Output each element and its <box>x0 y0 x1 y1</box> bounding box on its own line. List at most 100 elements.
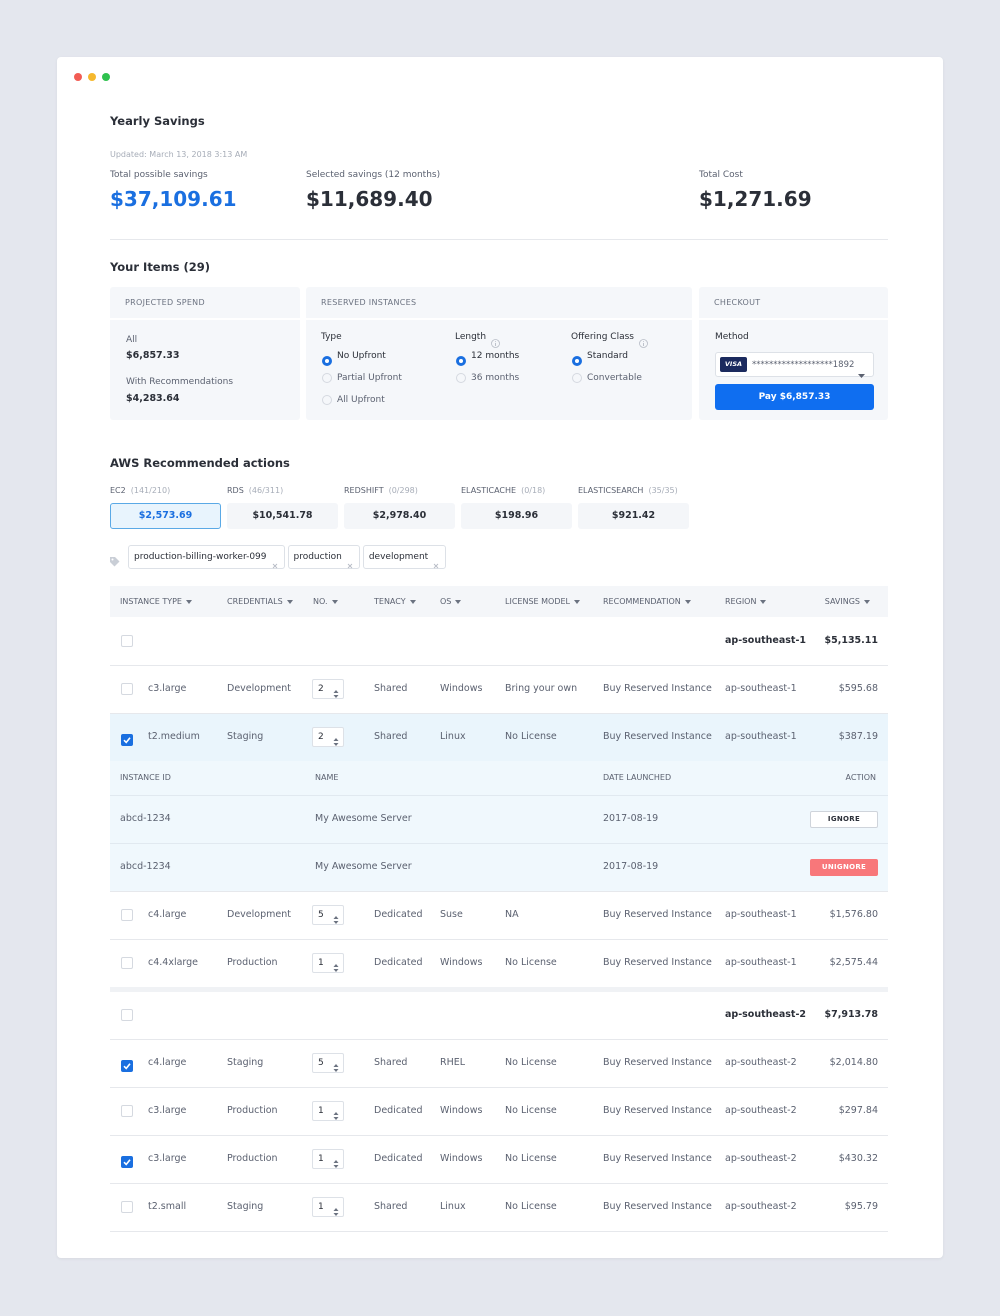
option-label[interactable]: Standard <box>587 351 628 361</box>
divider <box>110 318 300 320</box>
filter-chip[interactable] <box>362 545 447 569</box>
detail-cell: 2017-08-19 <box>603 813 659 824</box>
chip-remove-icon <box>347 563 353 569</box>
option-label[interactable]: Convertable <box>587 373 642 383</box>
cell: Production <box>227 1105 278 1116</box>
tab[interactable]: $198.96 <box>461 503 572 529</box>
quantity-input[interactable] <box>312 1197 344 1217</box>
window-close[interactable] <box>74 73 82 81</box>
cell: c4.large <box>148 1057 187 1068</box>
quantity-input[interactable] <box>312 1149 344 1169</box>
cell: Buy Reserved Instance <box>603 957 712 968</box>
quantity-input[interactable] <box>312 1053 344 1073</box>
spend-value: $4,283.64 <box>126 393 180 404</box>
chip-remove[interactable] <box>347 554 353 569</box>
spinner-arrows-icon <box>333 738 339 746</box>
quantity-input[interactable] <box>312 953 344 973</box>
tab[interactable]: $10,541.78 <box>227 503 338 529</box>
checkbox[interactable] <box>121 957 133 969</box>
column-header[interactable]: NO. <box>313 593 338 611</box>
option-label[interactable]: Partial Upfront <box>337 373 402 383</box>
quantity-input[interactable] <box>312 679 344 699</box>
checkbox[interactable] <box>121 683 133 695</box>
cell: No License <box>505 731 557 742</box>
detail-cell: My Awesome Server <box>315 813 412 824</box>
option-label[interactable]: 12 months <box>471 351 520 361</box>
column-header[interactable]: CREDENTIALS <box>227 593 293 611</box>
checkbox[interactable] <box>121 1105 133 1117</box>
checkbox[interactable] <box>121 1201 133 1213</box>
chip-remove[interactable] <box>433 554 439 569</box>
spinner-arrows-icon <box>333 1064 339 1072</box>
cell: No License <box>505 1105 557 1116</box>
cell: c4.4xlarge <box>148 957 199 968</box>
cell: Windows <box>440 957 483 968</box>
checkbox-checked[interactable] <box>121 731 133 746</box>
column-header[interactable]: LICENSE MODEL <box>505 593 580 611</box>
column-header[interactable]: REGION <box>725 593 766 611</box>
radio-selected[interactable] <box>456 351 466 366</box>
column-header[interactable]: OS <box>440 593 461 611</box>
select-caret <box>858 363 865 378</box>
tag-icon-icon <box>110 557 120 567</box>
unignore-button[interactable]: UNIGNORE <box>810 859 878 876</box>
radio-selected[interactable] <box>572 351 582 366</box>
detail-header: DATE LAUNCHED <box>603 773 672 782</box>
checkbox[interactable] <box>121 1009 133 1021</box>
cell: ap-southeast-2 <box>725 1201 797 1212</box>
tab-count: (35/35) <box>648 486 678 495</box>
quantity-input[interactable] <box>312 905 344 925</box>
cell: Shared <box>374 1057 408 1068</box>
tab-name: ELASTICSEARCH <box>578 486 644 495</box>
cell-savings: $2,014.80 <box>829 1057 878 1068</box>
cell: No License <box>505 957 557 968</box>
spinner-arrows-icon <box>333 1112 339 1120</box>
filter-chip[interactable] <box>287 545 360 569</box>
cell: Dedicated <box>374 1105 423 1116</box>
column-header[interactable]: TENACY <box>374 593 416 611</box>
cell: No License <box>505 1153 557 1164</box>
radio-selected-icon <box>456 356 466 366</box>
chip-remove[interactable] <box>272 554 278 569</box>
spinner-arrows <box>333 1058 339 1072</box>
tab-name: RDS <box>227 486 244 495</box>
column-header[interactable]: RECOMMENDATION <box>603 593 691 611</box>
cell: Shared <box>374 1201 408 1212</box>
divider <box>110 713 888 714</box>
quantity-input[interactable] <box>312 727 344 747</box>
checkbox-checked[interactable] <box>121 1153 133 1168</box>
filter-label: development <box>368 552 429 562</box>
tab-name: EC2 <box>110 486 126 495</box>
cell: ap-southeast-1 <box>725 683 797 694</box>
option-label[interactable]: 36 months <box>471 373 520 383</box>
pay-button[interactable]: Pay $6,857.33 <box>715 384 874 410</box>
radio[interactable] <box>322 373 332 383</box>
tab[interactable]: $921.42 <box>578 503 689 529</box>
tab[interactable]: $2,573.69 <box>110 503 221 529</box>
ignore-button[interactable]: IGNORE <box>810 811 878 828</box>
spend-label: All <box>126 335 138 345</box>
checkbox[interactable] <box>121 635 133 647</box>
window-maximize[interactable] <box>102 73 110 81</box>
checkbox-checked[interactable] <box>121 1057 133 1072</box>
quantity-value: 5 <box>318 1058 324 1068</box>
quantity-input[interactable] <box>312 1101 344 1121</box>
checkbox[interactable] <box>121 909 133 921</box>
column-header[interactable]: SAVINGS <box>825 593 870 611</box>
filter-chip[interactable] <box>128 545 285 569</box>
window-minimize[interactable] <box>88 73 96 81</box>
panel-header: RESERVED INSTANCES <box>321 298 417 307</box>
cell: Development <box>227 683 291 694</box>
option-label[interactable]: All Upfront <box>337 395 385 405</box>
radio[interactable] <box>456 373 466 383</box>
radio-selected[interactable] <box>322 351 332 366</box>
radio[interactable] <box>572 373 582 383</box>
option-label[interactable]: No Upfront <box>337 351 386 361</box>
column-header[interactable]: INSTANCE TYPE <box>120 593 192 611</box>
radio[interactable] <box>322 395 332 405</box>
detail-header: NAME <box>315 773 339 782</box>
divider <box>110 1231 888 1232</box>
tab[interactable]: $2,978.40 <box>344 503 455 529</box>
group-region: ap-southeast-1 <box>725 635 807 646</box>
